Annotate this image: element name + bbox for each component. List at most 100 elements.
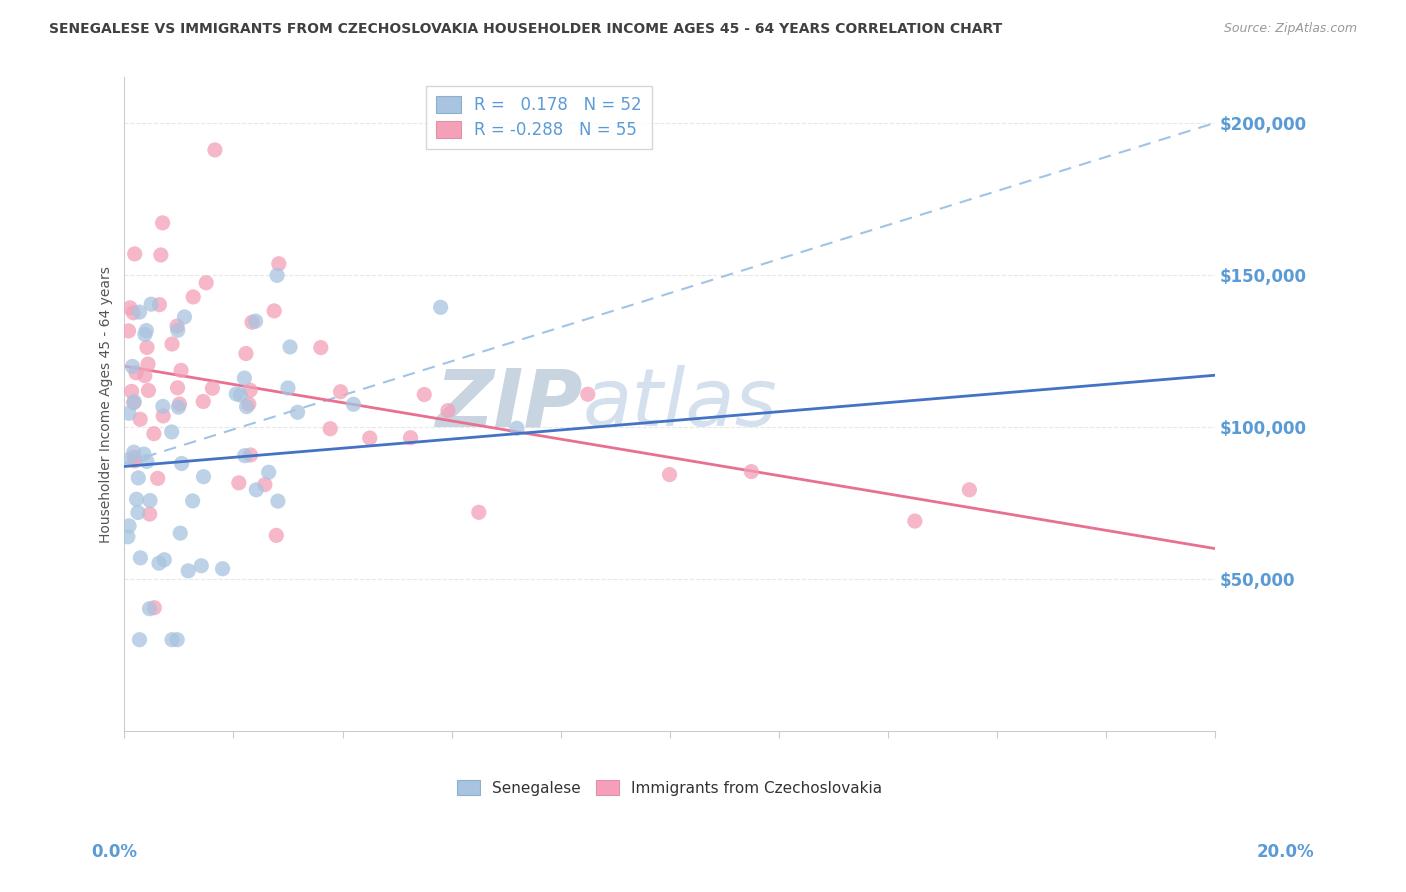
Point [329, 384, 352, 399]
Point [132, 447, 155, 461]
Point [146, 471, 169, 485]
Point [127, 506, 149, 520]
Point [576, 387, 599, 401]
Point [253, 477, 276, 491]
Point [266, 268, 288, 283]
Point [170, 457, 193, 471]
Point [181, 290, 204, 304]
Point [399, 431, 422, 445]
Point [136, 340, 159, 354]
Point [139, 493, 162, 508]
Point [152, 400, 174, 414]
Text: 20.0%: 20.0% [1257, 843, 1315, 861]
Point [149, 248, 172, 262]
Point [153, 552, 176, 566]
Point [239, 448, 262, 462]
Point [235, 400, 257, 414]
Point [193, 394, 215, 409]
Point [122, 395, 145, 409]
Point [309, 341, 332, 355]
Point [190, 558, 212, 573]
Point [122, 445, 145, 459]
Point [468, 505, 491, 519]
Point [121, 359, 143, 374]
Point [235, 346, 257, 360]
Point [160, 632, 183, 647]
Point [129, 412, 152, 426]
Point [211, 562, 233, 576]
Point [118, 301, 141, 315]
Point [148, 556, 170, 570]
Point [125, 366, 148, 380]
Point [166, 632, 188, 647]
Point [228, 475, 250, 490]
Point [277, 381, 299, 395]
Point [204, 143, 226, 157]
Point [319, 422, 342, 436]
Point [122, 450, 145, 465]
Y-axis label: Householder Income Ages 45 - 64 years: Householder Income Ages 45 - 64 years [100, 266, 114, 542]
Point [169, 397, 191, 411]
Point [740, 465, 762, 479]
Point [143, 600, 166, 615]
Point [233, 449, 256, 463]
Point [245, 314, 267, 328]
Point [166, 323, 188, 337]
Point [239, 383, 262, 397]
Point [118, 452, 141, 467]
Point [245, 483, 267, 497]
Text: Source: ZipAtlas.com: Source: ZipAtlas.com [1223, 22, 1357, 36]
Point [152, 409, 174, 423]
Point [278, 340, 301, 354]
Point [122, 306, 145, 320]
Point [118, 406, 141, 420]
Point [122, 394, 145, 409]
Point [342, 397, 364, 411]
Text: atlas: atlas [582, 365, 778, 443]
Point [267, 494, 290, 508]
Point [152, 216, 174, 230]
Point [437, 403, 460, 417]
Point [287, 405, 309, 419]
Text: SENEGALESE VS IMMIGRANTS FROM CZECHOSLOVAKIA HOUSEHOLDER INCOME AGES 45 - 64 YEA: SENEGALESE VS IMMIGRANTS FROM CZECHOSLOV… [49, 22, 1002, 37]
Point [225, 387, 247, 401]
Point [117, 530, 139, 544]
Point [267, 257, 290, 271]
Point [169, 526, 191, 541]
Point [135, 454, 157, 468]
Point [181, 494, 204, 508]
Point [138, 507, 160, 521]
Point [141, 297, 163, 311]
Point [118, 519, 141, 533]
Point [117, 324, 139, 338]
Point [160, 425, 183, 439]
Point [413, 387, 436, 401]
Legend: Senegalese, Immigrants from Czechoslovakia: Senegalese, Immigrants from Czechoslovak… [451, 773, 889, 802]
Point [658, 467, 681, 482]
Point [136, 357, 159, 371]
Point [124, 247, 146, 261]
Point [129, 550, 152, 565]
Point [166, 381, 188, 395]
Point [138, 384, 160, 398]
Text: 0.0%: 0.0% [91, 843, 138, 861]
Point [121, 384, 143, 399]
Point [359, 431, 381, 445]
Text: ZIP: ZIP [434, 365, 582, 443]
Point [142, 426, 165, 441]
Point [167, 400, 190, 414]
Point [128, 632, 150, 647]
Point [127, 471, 149, 485]
Point [134, 368, 156, 383]
Point [166, 319, 188, 334]
Point [904, 514, 927, 528]
Point [125, 492, 148, 507]
Point [257, 465, 280, 479]
Point [124, 454, 146, 468]
Point [957, 483, 980, 497]
Point [148, 298, 170, 312]
Point [135, 324, 157, 338]
Point [138, 601, 160, 615]
Point [266, 528, 288, 542]
Point [240, 315, 263, 329]
